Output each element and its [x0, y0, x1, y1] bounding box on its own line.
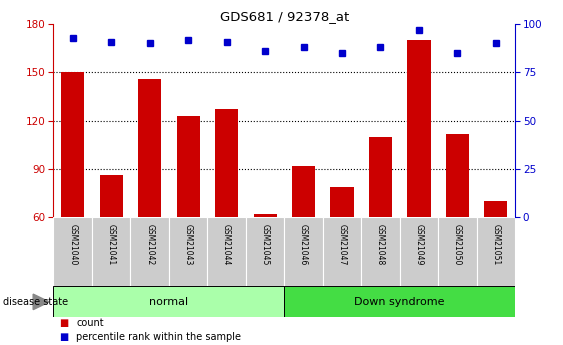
- Text: GSM21048: GSM21048: [376, 224, 385, 266]
- Bar: [369, 137, 392, 217]
- Bar: [131, 217, 169, 286]
- Bar: [408, 40, 431, 217]
- Text: GSM21043: GSM21043: [184, 224, 193, 266]
- Text: ■: ■: [59, 332, 68, 342]
- Text: percentile rank within the sample: percentile rank within the sample: [76, 332, 241, 342]
- Bar: [400, 217, 438, 286]
- Bar: [138, 79, 161, 217]
- Text: GSM21045: GSM21045: [261, 224, 270, 266]
- Text: Down syndrome: Down syndrome: [355, 297, 445, 307]
- Bar: [207, 217, 246, 286]
- Text: ■: ■: [59, 318, 68, 328]
- Text: normal: normal: [149, 297, 189, 307]
- Bar: [361, 217, 400, 286]
- Bar: [446, 134, 469, 217]
- Title: GDS681 / 92378_at: GDS681 / 92378_at: [220, 10, 349, 23]
- Bar: [177, 116, 200, 217]
- Bar: [292, 166, 315, 217]
- Bar: [253, 214, 276, 217]
- Bar: [484, 201, 507, 217]
- Bar: [92, 217, 131, 286]
- Bar: [330, 187, 354, 217]
- Bar: [246, 217, 284, 286]
- Bar: [169, 217, 207, 286]
- Text: GSM21046: GSM21046: [299, 224, 308, 266]
- Bar: [323, 217, 361, 286]
- Bar: [53, 217, 92, 286]
- Text: GSM21049: GSM21049: [414, 224, 423, 266]
- Bar: [61, 72, 84, 217]
- Text: GSM21044: GSM21044: [222, 224, 231, 266]
- Text: GSM21050: GSM21050: [453, 224, 462, 266]
- Text: GSM21040: GSM21040: [68, 224, 77, 266]
- Polygon shape: [33, 294, 49, 310]
- Bar: [53, 286, 284, 317]
- Text: GSM21042: GSM21042: [145, 224, 154, 266]
- Text: GSM21051: GSM21051: [491, 224, 501, 266]
- Bar: [284, 286, 515, 317]
- Bar: [100, 176, 123, 217]
- Text: count: count: [76, 318, 104, 328]
- Bar: [215, 109, 238, 217]
- Text: disease state: disease state: [3, 297, 68, 307]
- Bar: [438, 217, 477, 286]
- Text: GSM21041: GSM21041: [107, 224, 115, 266]
- Bar: [477, 217, 515, 286]
- Bar: [284, 217, 323, 286]
- Text: GSM21047: GSM21047: [338, 224, 346, 266]
